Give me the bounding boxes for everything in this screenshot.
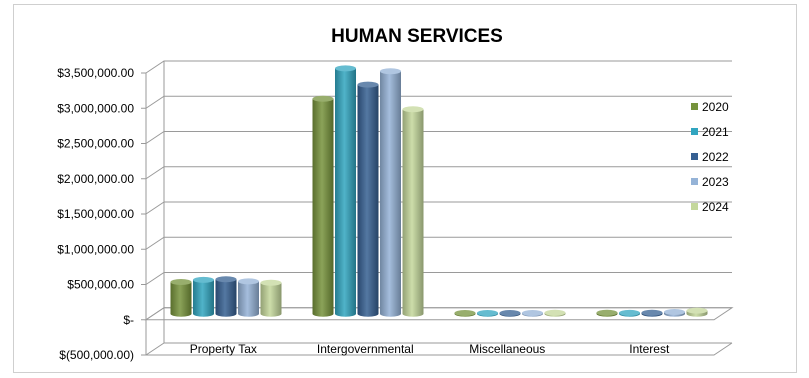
category-label: Property Tax [190,342,257,356]
bar-top [522,310,543,317]
legend: 2020 2021 2022 2023 2024 [691,100,729,214]
y-axis-tick-labels: $3,500,000.00 $3,000,000.00 $2,500,000.00 $… [57,66,134,362]
bar-top [335,65,356,72]
y-tick-label: $(500,000.00) [59,348,134,362]
gridline [145,201,732,215]
bar-top [454,310,476,317]
gridline [145,342,732,356]
bar [664,308,685,317]
category-label: Interest [629,342,670,356]
category-labels: Property Tax Intergovernmental Miscellaneo… [190,342,670,356]
bar-top [402,106,424,113]
bar [260,279,282,317]
bar [335,65,356,317]
chart-frame: HUMAN SERVICES $3,500,000.00 $3,000,000.0… [13,4,797,373]
legend-swatch [691,103,698,110]
bar [215,276,237,317]
bar [454,310,476,317]
bar [312,95,334,317]
bar [686,307,708,317]
bar-body [335,68,356,317]
chart-title: HUMAN SERVICES [331,26,503,47]
bar-body [312,98,334,317]
y-tick-label: $1,500,000.00 [57,207,134,221]
bar [544,309,566,317]
bar-top [641,309,663,316]
bar-series [170,65,708,317]
bar [641,309,663,317]
gridline [145,131,732,144]
bar [596,309,618,317]
bar-top [596,309,618,316]
bar-body [402,109,424,317]
bar [477,310,498,317]
bar-body [215,279,237,317]
category-label: Miscellaneous [469,342,545,356]
y-tick-label: $3,500,000.00 [57,66,134,80]
gridlines [141,60,734,356]
bar-body [357,84,379,317]
legend-swatch [691,153,698,160]
bar-body [260,282,282,317]
bar [619,309,640,317]
legend-entry: 2023 [702,175,729,189]
zero-plane [144,307,734,321]
legend-entry: 2021 [702,125,729,139]
category-label: Intergovernmental [317,342,414,356]
bar [380,68,401,317]
bar-top [170,279,192,286]
legend-entry: 2024 [702,200,729,214]
legend-entry: 2022 [702,150,729,164]
bar [522,310,543,317]
bar-top [193,276,214,283]
bar-top [357,81,379,88]
bar-top [312,95,334,102]
y-tick-label: $2,500,000.00 [57,137,134,151]
bar-body [170,282,192,317]
bar-top [686,307,708,314]
bar-top [380,68,401,75]
bar-top [499,310,521,317]
y-tick-label: $2,000,000.00 [57,172,134,186]
legend-entry: 2020 [702,100,729,114]
bar [499,310,521,317]
y-tick-label: $500,000.00 [67,278,134,292]
gridline [145,60,732,74]
bar-top [664,308,685,315]
bar-top [260,279,282,286]
bar [193,276,214,317]
bar-body [380,71,401,317]
gridline [145,166,732,180]
y-tick-label: $1,000,000.00 [57,242,134,256]
legend-swatch [691,178,698,185]
gridline [145,236,732,250]
gridline [145,272,732,285]
bar [170,279,192,317]
bar-top [238,278,259,285]
bar [238,278,259,317]
bar [402,106,424,317]
bar-top [544,309,566,316]
y-tick-label: $3,000,000.00 [57,101,134,115]
legend-swatch [691,128,698,135]
legend-swatch [691,203,698,210]
bar [357,81,379,317]
floor-edge [146,342,733,356]
bar-top [477,310,498,317]
bar-chart: HUMAN SERVICES $3,500,000.00 $3,000,000.0… [57,26,734,362]
y-tick-label: $- [123,313,134,327]
bar-body [193,279,214,317]
bar-top [619,309,640,316]
bar-body [238,281,259,317]
bar-top [215,276,237,283]
gridline [145,95,732,109]
